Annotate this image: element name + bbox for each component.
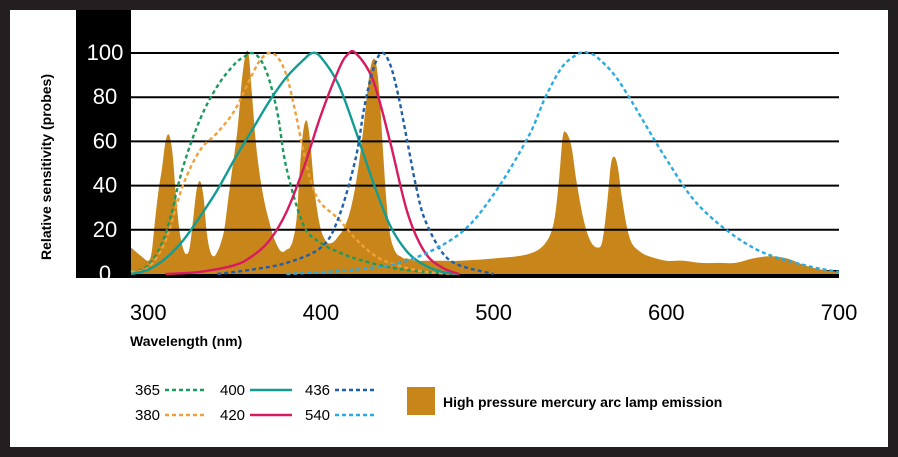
series-line-436 <box>217 51 494 276</box>
legend: 365 400 436 380 420 540 <box>135 382 377 424</box>
y-tick-label-40: 40 <box>93 173 117 198</box>
legend-label-380: 380 <box>135 407 160 424</box>
series-line-420 <box>165 49 460 276</box>
x-tick-label-500: 500 <box>475 300 512 325</box>
emission-area <box>131 50 839 274</box>
y-tick-labels: 0 20 40 60 80 100 <box>87 40 124 286</box>
legend-label-436: 436 <box>305 382 330 399</box>
legend-label-420: 420 <box>220 407 245 424</box>
y-tick-label-0: 0 <box>99 261 111 286</box>
y-axis-label: Relative sensitivity (probes) <box>38 74 54 260</box>
emission-layer <box>131 50 839 274</box>
series-line-380 <box>130 51 460 276</box>
x-tick-label-300: 300 <box>130 300 167 325</box>
x-tick-label-700: 700 <box>821 300 858 325</box>
y-tick-label-80: 80 <box>93 84 117 109</box>
y-axis-band <box>76 10 131 278</box>
legend-emission-label: High pressure mercury arc lamp emission <box>443 394 722 410</box>
legend-label-400: 400 <box>220 382 245 399</box>
legend-emission-swatch <box>407 387 435 415</box>
legend-label-365: 365 <box>135 382 160 399</box>
x-axis-label: Wavelength (nm) <box>130 333 242 349</box>
x-tick-label-600: 600 <box>648 300 685 325</box>
x-tick-label-400: 400 <box>303 300 340 325</box>
series-layer <box>130 49 840 276</box>
y-tick-label-20: 20 <box>93 217 117 242</box>
y-tick-label-100: 100 <box>87 40 124 65</box>
y-tick-label-60: 60 <box>93 128 117 153</box>
series-line-540 <box>286 50 840 276</box>
x-tick-labels: 300 400 500 600 700 <box>130 300 857 325</box>
series-line-365 <box>130 51 460 276</box>
series-line-400 <box>130 51 460 276</box>
legend-label-540: 540 <box>305 407 330 424</box>
grid-layer <box>131 52 839 231</box>
